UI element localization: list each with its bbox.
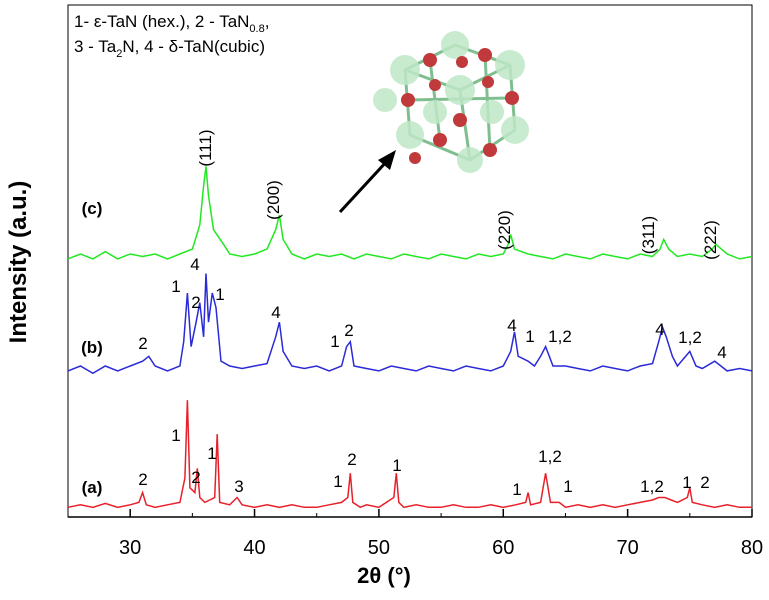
crystal-illustration (373, 31, 529, 173)
peak-label: 1,2 (640, 477, 664, 496)
peak-label: 1,2 (538, 447, 562, 466)
peak-label: (200) (264, 180, 283, 220)
x-tick-label: 70 (617, 537, 639, 559)
legend-line: 3 - Ta2N, 4 - δ-TaN(cubic) (74, 37, 265, 60)
peak-label: 3 (234, 477, 243, 496)
peak-label: 4 (655, 320, 664, 339)
peak-label: 4 (717, 343, 726, 362)
x-axis-label: 2θ (°) (357, 563, 411, 588)
series-label: (b) (81, 338, 103, 357)
peak-label: (222) (701, 220, 720, 260)
series-label: (c) (82, 199, 103, 218)
peak-label: (311) (639, 216, 658, 254)
peak-label: 2 (138, 470, 147, 489)
peak-label: 1,2 (678, 328, 702, 347)
x-tick-label: 30 (119, 537, 141, 559)
peak-label: (220) (495, 210, 514, 250)
peak-label: 2 (191, 468, 200, 487)
peak-label: 1 (525, 327, 534, 346)
peak-label: (111) (196, 129, 215, 166)
peak-label: 2 (191, 293, 200, 312)
peak-label: 1 (171, 426, 180, 445)
xrd-pattern (67, 273, 753, 375)
xrd-pattern (67, 166, 753, 260)
series-label: (a) (82, 478, 103, 497)
peak-label: 2 (700, 473, 709, 492)
x-tick-label: 80 (741, 537, 763, 559)
x-tick-label: 60 (492, 537, 514, 559)
peak-label: 1 (392, 456, 401, 475)
x-tick-label: 40 (243, 537, 265, 559)
x-tick-label: 50 (368, 537, 390, 559)
peak-label: 1 (333, 472, 342, 491)
peak-label: 4 (190, 255, 199, 274)
legend-line: 1- ε-TaN (hex.), 2 - TaN0.8, (74, 12, 269, 35)
peak-label: 4 (507, 316, 516, 335)
peak-label: 1 (330, 332, 339, 351)
peak-label: 1 (682, 473, 691, 492)
peak-label: 2 (138, 334, 147, 353)
peak-label: 4 (271, 303, 280, 322)
peak-label: 2 (344, 321, 353, 340)
peak-label: 1 (215, 285, 224, 304)
peak-label: 1,2 (548, 327, 572, 346)
peak-label: 1 (207, 444, 216, 463)
peak-label: 1 (512, 480, 521, 499)
arrow (338, 150, 396, 214)
peak-label: 1 (563, 477, 572, 496)
y-axis-label: Intensity (a.u.) (5, 181, 32, 344)
peak-label: 2 (347, 450, 356, 469)
xrd-pattern (67, 400, 752, 509)
peak-label: 1 (171, 277, 180, 296)
